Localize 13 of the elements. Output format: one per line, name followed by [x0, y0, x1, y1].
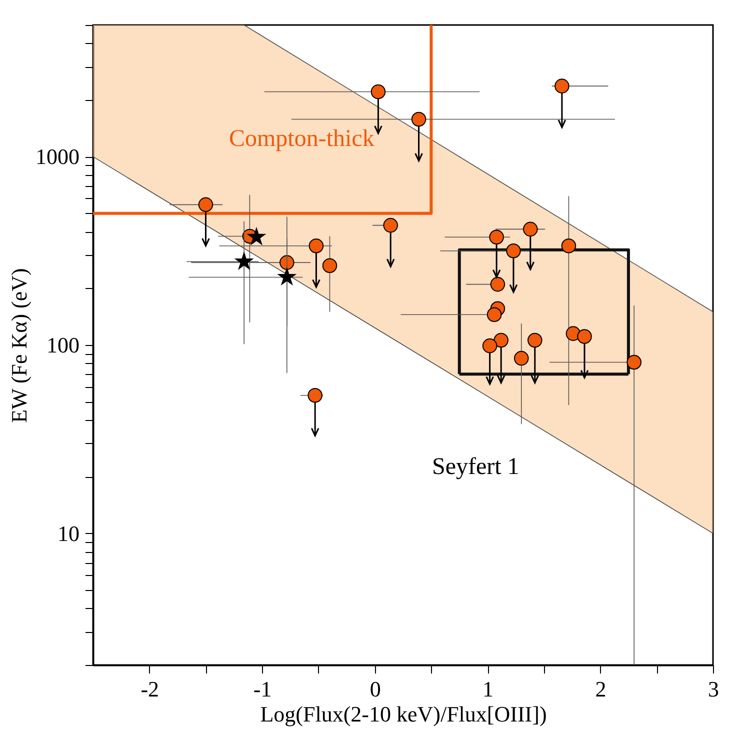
x-axis-title: Log(Flux(2-10 keV)/Flux[OIII]): [260, 702, 547, 726]
annotation: Compton-thick: [229, 126, 374, 152]
y-tick-label: 100: [46, 332, 80, 358]
annotation: Seyfert 1: [432, 454, 520, 480]
y-tick-label: 10: [58, 520, 80, 546]
x-tick-label: 3: [708, 676, 719, 702]
y-tick-label: 1000: [36, 144, 80, 170]
x-tick-label: -2: [140, 676, 160, 702]
x-tick-label: 0: [370, 676, 381, 702]
y-axis-title: EW (Fe Kα) (eV): [6, 268, 32, 423]
x-tick-label: 2: [595, 676, 606, 702]
x-tick-label: 1: [482, 676, 494, 702]
x-tick-label: -1: [253, 676, 272, 702]
